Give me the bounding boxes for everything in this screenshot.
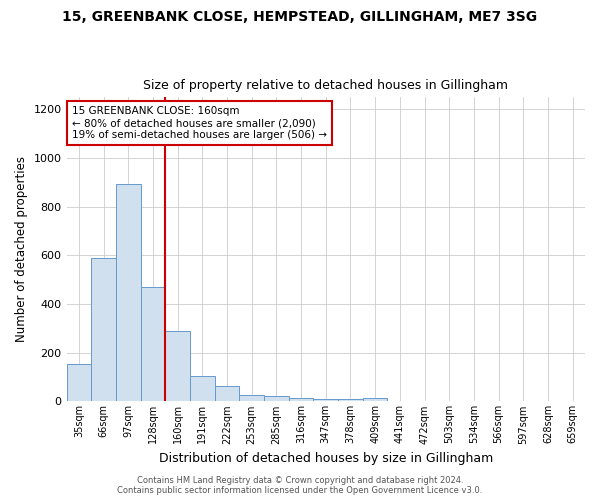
Bar	[165, 331, 190, 402]
Bar	[190, 376, 215, 402]
Text: 15, GREENBANK CLOSE, HEMPSTEAD, GILLINGHAM, ME7 3SG: 15, GREENBANK CLOSE, HEMPSTEAD, GILLINGH…	[62, 10, 538, 24]
Text: 15 GREENBANK CLOSE: 160sqm
← 80% of detached houses are smaller (2,090)
19% of s: 15 GREENBANK CLOSE: 160sqm ← 80% of deta…	[72, 106, 327, 140]
Bar	[67, 364, 91, 402]
Bar	[91, 258, 116, 402]
Bar	[116, 184, 140, 402]
Bar	[239, 394, 264, 402]
Bar	[264, 396, 289, 402]
Text: Contains HM Land Registry data © Crown copyright and database right 2024.
Contai: Contains HM Land Registry data © Crown c…	[118, 476, 482, 495]
Bar	[215, 386, 239, 402]
Bar	[338, 399, 363, 402]
Y-axis label: Number of detached properties: Number of detached properties	[15, 156, 28, 342]
Bar	[289, 398, 313, 402]
Bar	[363, 398, 388, 402]
Bar	[313, 399, 338, 402]
X-axis label: Distribution of detached houses by size in Gillingham: Distribution of detached houses by size …	[158, 452, 493, 465]
Title: Size of property relative to detached houses in Gillingham: Size of property relative to detached ho…	[143, 79, 508, 92]
Bar	[140, 287, 165, 402]
